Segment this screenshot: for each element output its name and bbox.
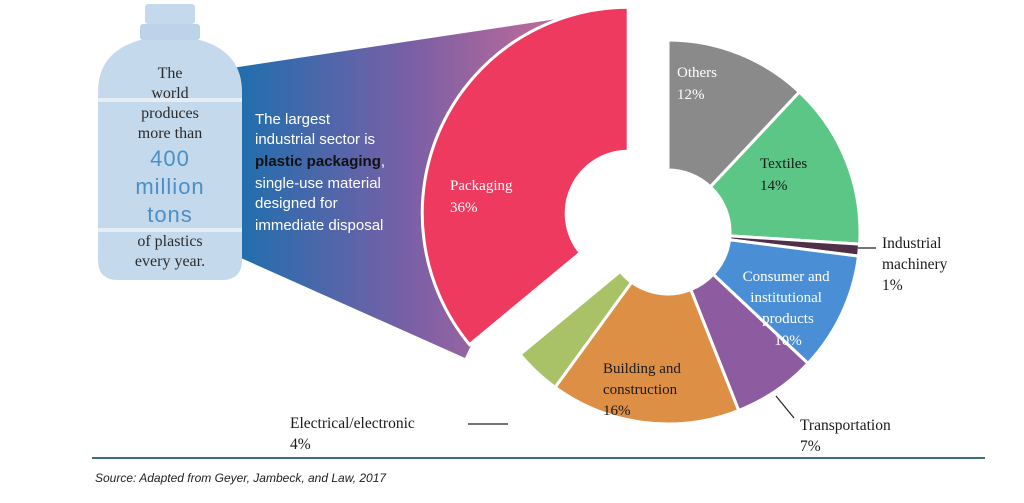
slice-building-construction — [553, 280, 741, 426]
label-packaging: Packaging — [450, 178, 513, 194]
intro-line-6: immediate disposal — [255, 217, 383, 234]
pct-consumer: 10% — [774, 333, 802, 349]
bottle-line-1: The — [158, 65, 183, 82]
bottle-big-3: tons — [147, 202, 193, 227]
bottle-big-2: million — [135, 174, 204, 199]
label-building-l1: Building and — [603, 361, 681, 377]
pct-building: 16% — [603, 403, 631, 419]
pct-transportation: 7% — [800, 438, 821, 455]
pct-industrial: 1% — [882, 277, 903, 294]
label-others: Others — [677, 65, 717, 81]
pct-others: 12% — [677, 87, 705, 103]
label-textiles: Textiles — [760, 156, 807, 172]
slice-consumer-institutional — [711, 238, 861, 366]
intro-comma: , — [381, 153, 385, 170]
pct-textiles: 14% — [760, 178, 788, 194]
bottle-line-4: more than — [138, 125, 202, 142]
slice-others — [666, 38, 802, 189]
donut-slices — [420, 5, 862, 426]
label-industrial-l2: machinery — [882, 256, 948, 273]
intro-line-2: industrial sector is — [255, 131, 375, 148]
intro-bold-phrase: plastic packaging — [255, 153, 381, 170]
label-transportation: Transportation — [800, 417, 891, 434]
source-note: Source: Adapted from Geyer, Jambeck, and… — [95, 471, 387, 485]
bottle-big-1: 400 — [150, 146, 190, 171]
slice-textiles — [708, 89, 862, 246]
label-electrical: Electrical/electronic — [290, 415, 415, 432]
pct-electrical: 4% — [290, 436, 311, 453]
bottle-line-3: produces — [141, 105, 199, 122]
label-consumer-l2: institutional — [750, 290, 822, 306]
label-consumer: Consumer and institutional products — [743, 269, 834, 327]
pct-packaging: 36% — [450, 200, 478, 216]
bottle-line-2: world — [151, 85, 188, 102]
label-industrial-l1: Industrial — [882, 235, 941, 252]
label-building: Building and construction — [603, 361, 685, 398]
bottle-line-6: every year. — [135, 253, 205, 270]
intro-line-3: plastic packaging, — [255, 153, 385, 170]
intro-line-5: designed for — [255, 195, 338, 212]
bottle-illustration — [98, 4, 242, 280]
label-industrial: Industrial machinery — [882, 235, 948, 273]
bottle-line-5: of plastics — [137, 233, 202, 250]
intro-line-1: The largest — [255, 111, 331, 128]
slice-electrical-electronic — [517, 269, 634, 390]
label-consumer-l1: Consumer and — [743, 269, 831, 285]
label-building-l2: construction — [603, 382, 678, 398]
leader-transportation — [775, 395, 795, 419]
label-consumer-l3: products — [762, 311, 814, 327]
slice-packaging — [420, 5, 630, 347]
intro-line-4: single-use material — [255, 175, 381, 192]
